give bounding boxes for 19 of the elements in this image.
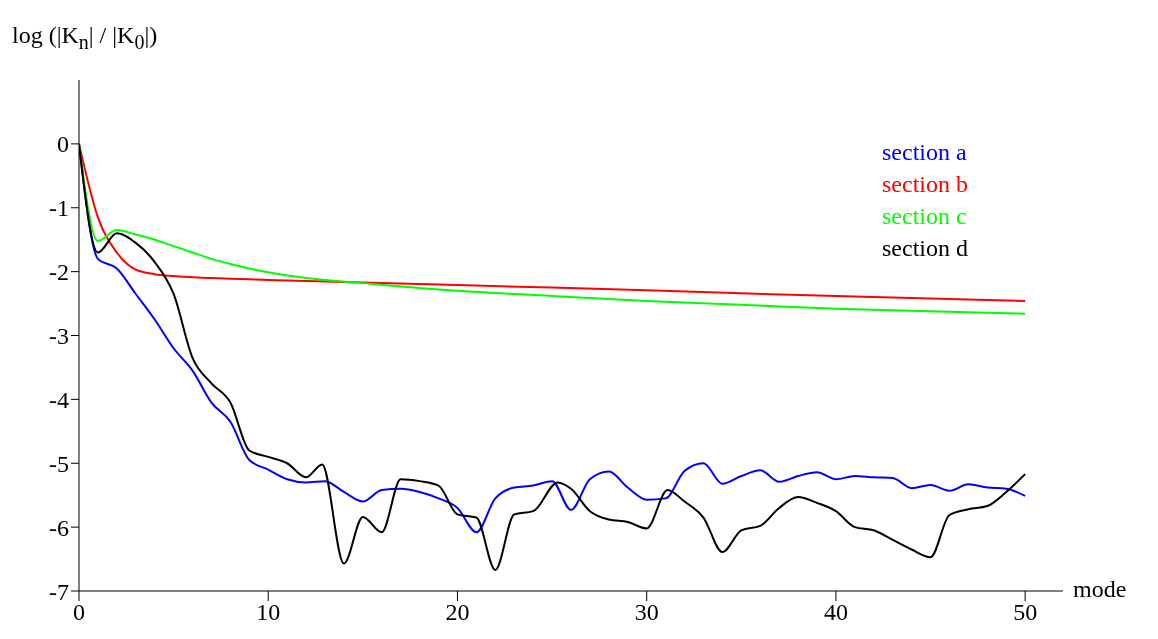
text: section d [882,234,968,263]
y-tick-label: -6 [49,514,69,541]
y-tick-label: -5 [49,450,69,477]
x-tick-label: 50 [1013,599,1038,626]
x-tick-label: 40 [823,599,848,626]
y-axis-title: log (|K$_{n}$| / |K$_{0}$|) [12,22,158,54]
y-tick-label: -1 [49,195,69,222]
x-tick-label: 10 [256,599,281,626]
y-tick-label: -3 [49,323,69,350]
y-tick-label: 0 [57,131,69,158]
x-tick-label: 20 [445,599,470,626]
x-tick-label: 30 [634,599,659,626]
x-axis-title: mode [1073,576,1127,603]
y-tick-label: -2 [49,259,69,286]
y-tick-label: -4 [49,386,69,413]
text: section c [882,202,968,231]
y-tick-label: -7 [49,578,69,605]
text: section a [882,138,968,167]
text: section b [882,170,968,199]
